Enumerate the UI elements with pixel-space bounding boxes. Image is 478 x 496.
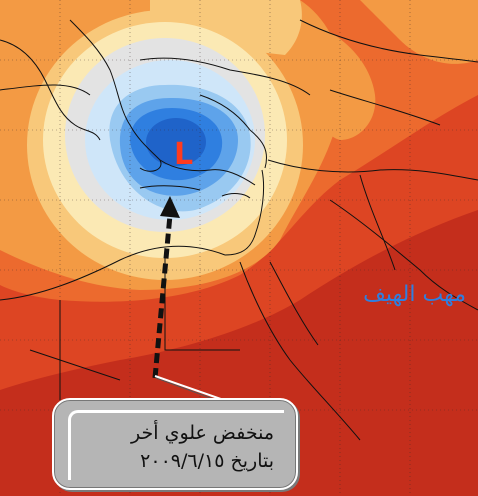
pointer-arrow-shaft — [152, 214, 173, 379]
orange-band-ne — [360, 0, 478, 64]
callout-box: منخفض علوي أخر بتاريخ ٢٠٠٩/٦/١٥ — [52, 398, 298, 490]
orange-patch-center — [300, 20, 376, 140]
callout-line-2: بتاريخ ٢٠٠٩/٦/١٥ — [140, 450, 274, 472]
low-marker: L — [174, 137, 193, 172]
coastlines-and-borders — [0, 19, 478, 441]
callout-line-1: منخفض علوي أخر — [131, 422, 274, 444]
region-label: مهب الهيف — [363, 282, 466, 307]
pointer-arrow-head — [160, 196, 180, 218]
callout-highlight — [68, 410, 284, 480]
pointer-arrow — [152, 196, 180, 379]
